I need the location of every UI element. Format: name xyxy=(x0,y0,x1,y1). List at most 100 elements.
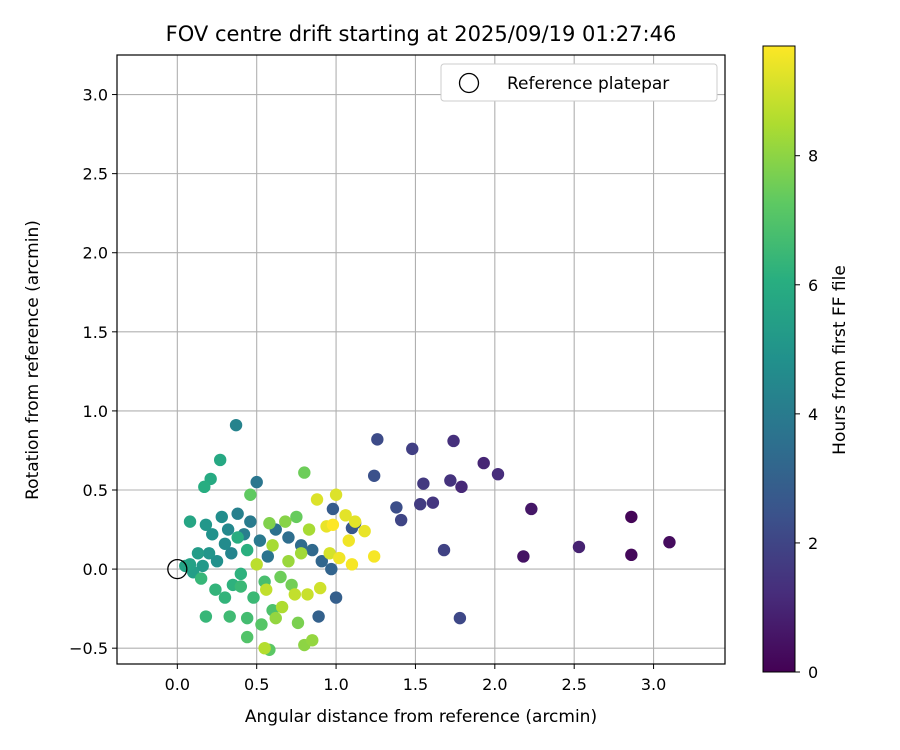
data-point xyxy=(394,513,408,527)
data-point xyxy=(447,434,460,448)
data-point xyxy=(231,531,244,544)
data-point xyxy=(199,610,213,623)
data-point xyxy=(196,559,209,573)
data-point xyxy=(209,583,222,596)
data-point xyxy=(572,540,586,554)
data-point xyxy=(323,547,336,560)
data-point xyxy=(206,528,219,541)
data-point xyxy=(342,534,355,547)
x-axis-label: Angular distance from reference (arcmin) xyxy=(245,707,597,727)
data-point xyxy=(199,518,213,531)
data-point xyxy=(247,591,260,604)
data-point xyxy=(663,536,676,549)
data-point xyxy=(426,496,440,509)
data-point xyxy=(218,591,232,604)
colorbar-ticks: 0 2 4 6 8 xyxy=(795,147,818,682)
data-point xyxy=(261,550,275,563)
data-point xyxy=(240,543,254,557)
data-point xyxy=(477,456,490,470)
legend-box xyxy=(440,63,718,102)
data-point xyxy=(202,547,216,560)
chart-title: FOV centre drift starting at 2025/09/19 … xyxy=(166,22,677,46)
data-point xyxy=(240,630,254,644)
y-tick-label: 2.5 xyxy=(83,165,108,184)
colorbar-tick-label: 4 xyxy=(808,405,818,424)
data-point xyxy=(234,580,248,593)
y-tick-label: 0.5 xyxy=(83,481,108,500)
y-tick-label: 0.0 xyxy=(83,560,108,579)
data-point xyxy=(223,610,236,623)
data-point xyxy=(453,611,467,625)
data-point xyxy=(325,562,338,576)
data-point xyxy=(231,507,244,520)
data-point xyxy=(250,558,263,571)
data-point xyxy=(191,547,205,560)
reference-platepar-point xyxy=(167,558,188,580)
data-point xyxy=(329,591,343,604)
data-point xyxy=(333,551,346,565)
data-point xyxy=(310,493,324,506)
colorbar-tick-label: 8 xyxy=(808,147,818,166)
data-point xyxy=(367,550,381,563)
data-point xyxy=(301,588,314,601)
data-point xyxy=(225,547,238,560)
plot-frame xyxy=(116,54,726,665)
data-point xyxy=(417,477,430,490)
data-point xyxy=(244,515,257,528)
reference-marker xyxy=(167,558,188,580)
data-point xyxy=(437,543,451,557)
data-point xyxy=(198,480,211,494)
data-point xyxy=(285,578,298,592)
data-point xyxy=(371,433,384,446)
data-point xyxy=(326,502,340,516)
y-tick-label: 1.5 xyxy=(83,323,108,342)
colorbar-tick-label: 2 xyxy=(808,534,818,553)
data-point xyxy=(455,480,468,494)
legend-entry-label: Reference platepar xyxy=(507,74,669,94)
data-point xyxy=(288,588,301,601)
data-point xyxy=(294,547,308,560)
data-point xyxy=(306,543,319,557)
colorbar: 0 2 4 6 8 Hours from first FF file xyxy=(762,45,850,682)
x-tick-label: 1.5 xyxy=(403,675,428,694)
data-point xyxy=(218,537,232,550)
data-point xyxy=(306,634,319,647)
data-point xyxy=(258,641,271,655)
y-axis-ticks: −0.5 0.0 0.5 1.0 1.5 2.0 2.5 3.0 xyxy=(69,86,117,658)
data-point xyxy=(290,510,303,524)
y-tick-label: 1.0 xyxy=(83,402,108,421)
data-point xyxy=(234,567,248,581)
data-point xyxy=(229,418,243,432)
data-point xyxy=(517,550,530,563)
data-point xyxy=(250,475,263,489)
y-tick-label: −0.5 xyxy=(69,639,108,658)
colorbar-gradient xyxy=(762,45,796,673)
data-point xyxy=(215,510,228,524)
x-tick-label: 1.0 xyxy=(323,675,348,694)
data-point xyxy=(348,515,362,528)
x-tick-label: 2.5 xyxy=(561,675,586,694)
data-point xyxy=(326,518,340,531)
data-point xyxy=(312,610,325,623)
data-point xyxy=(210,554,224,568)
data-point xyxy=(260,583,273,596)
colorbar-label: Hours from first FF file xyxy=(830,265,850,455)
data-point xyxy=(291,616,305,630)
data-point xyxy=(263,517,276,530)
data-point xyxy=(269,611,282,625)
data-point xyxy=(444,474,457,487)
data-point xyxy=(274,570,287,584)
colorbar-tick-label: 0 xyxy=(808,663,818,682)
x-axis-ticks: 0.0 0.5 1.0 1.5 2.0 2.5 3.0 xyxy=(165,664,666,694)
legend: Reference platepar xyxy=(440,63,718,102)
data-point xyxy=(275,600,289,614)
data-point xyxy=(491,467,505,481)
data-point xyxy=(367,469,381,482)
colorbar-tick-label: 6 xyxy=(808,276,818,295)
y-tick-label: 2.0 xyxy=(83,244,108,263)
data-point xyxy=(315,554,328,568)
data-point xyxy=(298,466,311,479)
data-points xyxy=(179,418,676,656)
data-point xyxy=(525,502,538,516)
